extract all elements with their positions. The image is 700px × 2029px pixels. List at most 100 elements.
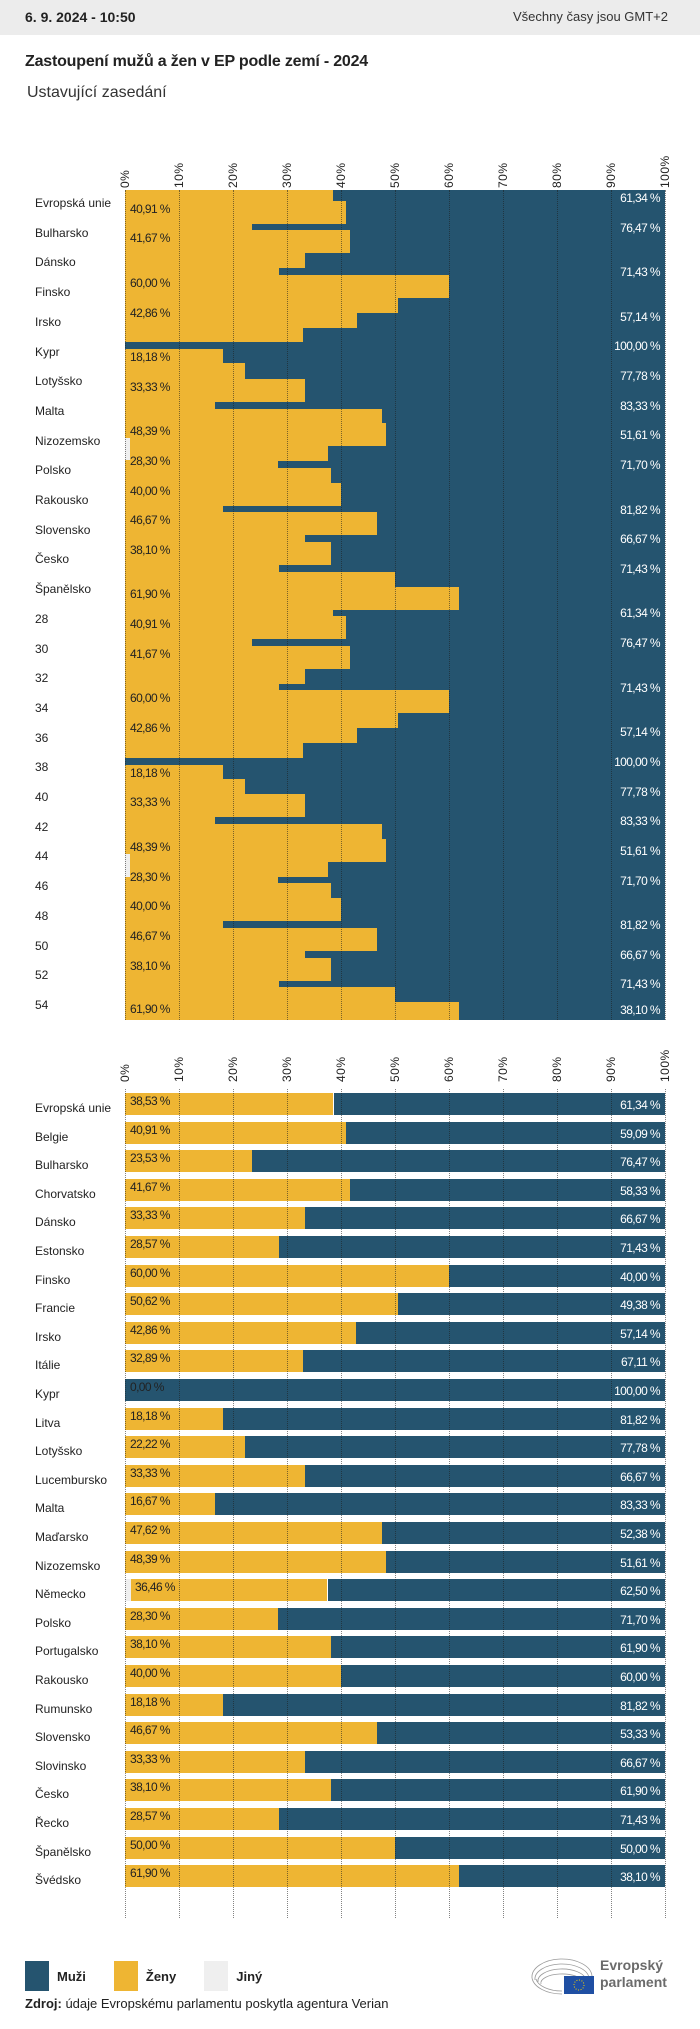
bar-muzi xyxy=(279,1236,665,1258)
zeny-value-label: 33,33 % xyxy=(130,1208,170,1223)
row-label: Bulharsko xyxy=(35,225,89,240)
zeny-value-label: 50,00 % xyxy=(130,1837,170,1852)
row-label: Česko xyxy=(35,552,70,567)
bar-zeny xyxy=(125,1093,334,1115)
x-tick-label: 50% xyxy=(388,162,402,188)
muzi-value-label: 71,70 % xyxy=(620,458,660,472)
row-label: Lotyšsko xyxy=(35,374,83,389)
zeny-strip xyxy=(125,987,395,1002)
zeny-value-label: 38,53 % xyxy=(130,1094,170,1108)
category-label: Kypr xyxy=(35,1387,60,1401)
bar-muzi xyxy=(330,1779,665,1802)
x-tick-label: 60% xyxy=(442,162,456,188)
zeny-strip xyxy=(125,268,280,275)
bar-muzi xyxy=(244,1436,665,1459)
muzi-value-label: 51,61 % xyxy=(620,1555,660,1570)
bar-muzi xyxy=(223,1407,665,1430)
category-label: Chorvatsko xyxy=(35,1186,96,1201)
legend-label-zeny: Ženy xyxy=(145,1968,177,1984)
bar-zeny xyxy=(125,1236,280,1258)
datetime: 6. 9. 2024 - 10:50 xyxy=(25,9,136,25)
category-label: Finsko xyxy=(35,1272,71,1287)
zeny-strip xyxy=(125,587,460,610)
muzi-value-label: 71,43 % xyxy=(620,1813,660,1827)
zeny-value-label: 18,18 % xyxy=(130,1694,170,1709)
category-label: Litva xyxy=(35,1415,61,1430)
row-label: 50 xyxy=(35,938,49,953)
row-label: 46 xyxy=(35,879,49,894)
x-tick-label: 60% xyxy=(442,1056,456,1082)
muzi-value-label: 76,47 % xyxy=(620,1155,660,1170)
x-tick-label: 50% xyxy=(388,1056,402,1082)
bar-muzi xyxy=(302,1350,665,1373)
row-label: 44 xyxy=(35,849,49,864)
muzi-value-label: 71,43 % xyxy=(620,681,660,695)
muzi-value-label: 76,47 % xyxy=(620,636,660,650)
bar-zeny xyxy=(125,1464,305,1487)
bar-zeny xyxy=(125,1150,253,1173)
bar-muzi xyxy=(279,1808,665,1830)
muzi-value-label: 83,33 % xyxy=(620,399,660,413)
zeny-value-label: 46,67 % xyxy=(130,513,170,527)
source-text: údaje Evropskému parlamentu poskytla age… xyxy=(61,1996,389,2011)
zeny-strip xyxy=(125,877,278,883)
muzi-value-label: 67,11 % xyxy=(621,1355,661,1370)
gridline xyxy=(557,190,558,1020)
category-label: Lotyšsko xyxy=(35,1444,83,1459)
legend-swatch-zeny xyxy=(113,1961,138,1991)
row-label: Evropská unie xyxy=(35,196,112,210)
zeny-strip xyxy=(125,201,346,224)
muzi-value-label: 57,14 % xyxy=(620,1326,660,1341)
row-label: 48 xyxy=(35,908,49,923)
row-label: 42 xyxy=(35,819,49,834)
muzi-value-label: 81,82 % xyxy=(620,1412,660,1427)
bar-muzi xyxy=(395,1836,665,1859)
zeny-strip xyxy=(125,951,305,958)
zeny-value-label: 18,18 % xyxy=(130,350,170,364)
source-label: Zdroj: xyxy=(25,1996,62,2011)
zeny-value-label: 33,33 % xyxy=(130,1465,170,1480)
category-label: Evropská unie xyxy=(35,1101,112,1115)
zeny-value-label: 60,00 % xyxy=(130,1265,170,1280)
x-tick-label: 90% xyxy=(604,1056,618,1082)
category-label: Slovinsko xyxy=(35,1758,87,1773)
category-label: Rakousko xyxy=(35,1673,89,1687)
muzi-value-label: 83,33 % xyxy=(620,814,660,828)
muzi-value-label: 58,33 % xyxy=(620,1183,660,1198)
gridline xyxy=(611,1089,612,1919)
muzi-value-label: 61,34 % xyxy=(620,1098,660,1112)
row-label: Nizozemsko xyxy=(35,433,101,448)
row-label: Dánsko xyxy=(35,255,76,270)
bar-zeny xyxy=(125,1321,357,1344)
logo-line1: Evropský xyxy=(600,1957,664,1973)
x-tick-label: 100% xyxy=(658,1049,672,1082)
zeny-value-label: 40,00 % xyxy=(130,1666,170,1680)
zeny-strip xyxy=(125,646,351,669)
gridline xyxy=(341,1089,342,1919)
jiny-strip xyxy=(125,854,130,877)
zeny-value-label: 28,30 % xyxy=(130,870,170,884)
bar-zeny xyxy=(125,1779,331,1802)
zeny-strip xyxy=(125,572,395,587)
legend: Muži Ženy Jiný xyxy=(25,1961,290,1991)
category-label: Lucembursko xyxy=(35,1472,108,1487)
muzi-value-label: 71,43 % xyxy=(620,265,660,279)
x-tick-label: 40% xyxy=(334,1056,348,1082)
category-label: Estonsko xyxy=(35,1244,85,1258)
jiny-strip xyxy=(125,438,130,460)
muzi-value-label: 66,67 % xyxy=(620,948,660,962)
zeny-strip xyxy=(125,921,224,928)
zeny-strip xyxy=(125,468,331,483)
bar-muzi xyxy=(304,1207,665,1230)
legend-label-jiny: Jiný xyxy=(236,1968,263,1984)
zeny-strip xyxy=(125,839,387,862)
row-label: Finsko xyxy=(35,285,71,300)
bar-zeny xyxy=(125,1607,278,1630)
category-label: Řecko xyxy=(35,1816,70,1830)
bar-muzi xyxy=(277,1607,665,1630)
bar-zeny xyxy=(125,1293,399,1316)
bar-muzi xyxy=(223,1693,665,1716)
bar-muzi xyxy=(356,1321,665,1344)
zeny-value-label: 48,39 % xyxy=(130,424,170,438)
zeny-value-label: 23,53 % xyxy=(130,1151,170,1166)
